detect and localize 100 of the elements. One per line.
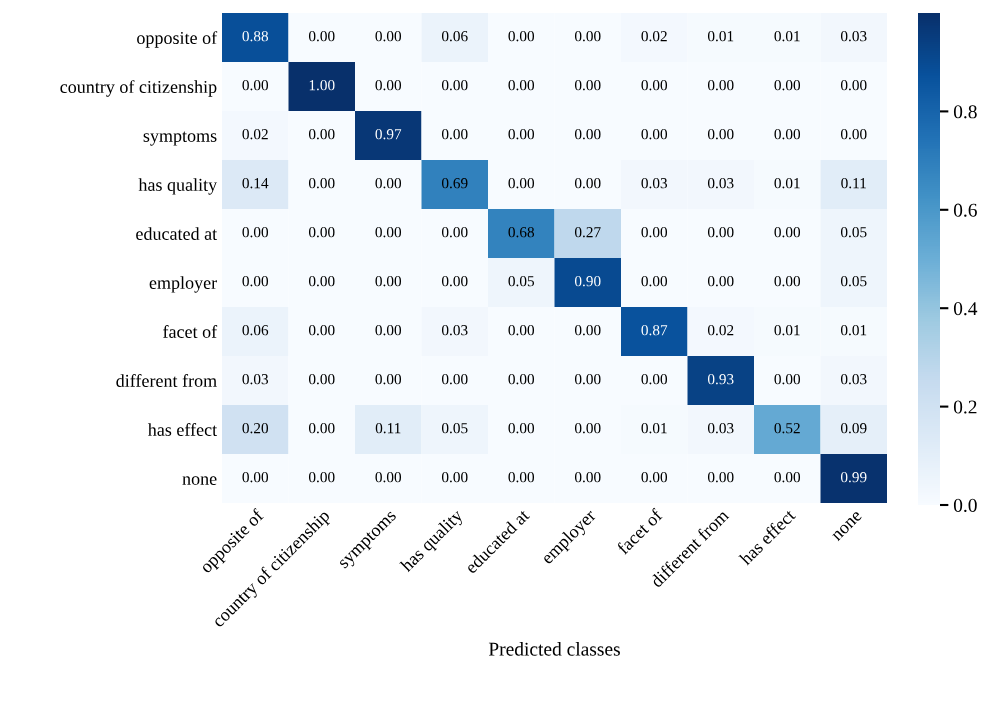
data-label: 0.05 (840, 227, 867, 238)
data-label: 0.00 (508, 472, 535, 483)
data-label: 0.00 (375, 31, 402, 42)
data-label: 0.68 (508, 227, 535, 238)
data-label: 0.00 (574, 129, 601, 140)
data-label: 0.00 (574, 31, 601, 42)
data-label: 0.69 (441, 178, 468, 189)
data-label: 0.00 (375, 178, 402, 189)
color-bar-label: 0.0 (953, 498, 977, 513)
y-tick-label: employer (149, 276, 217, 293)
data-label: 0.02 (242, 129, 268, 140)
data-label: 0.03 (441, 325, 468, 336)
data-label: 0.00 (574, 80, 601, 91)
y-tick-label: has effect (147, 423, 218, 436)
data-label: 0.00 (574, 325, 601, 336)
data-label: 0.90 (574, 276, 601, 287)
data-label: 0.01 (774, 325, 800, 336)
data-label: 0.00 (774, 80, 801, 91)
data-label: 0.00 (641, 227, 668, 238)
data-label: 0.00 (641, 129, 668, 140)
data-label: 0.00 (508, 374, 535, 385)
data-label: 0.00 (508, 325, 535, 336)
data-label: 0.00 (441, 472, 468, 483)
data-label: 0.00 (308, 129, 335, 140)
data-label: 0.03 (840, 374, 867, 385)
y-tick-label: different from (116, 374, 217, 387)
data-label: 0.00 (641, 472, 668, 483)
data-label: 0.00 (508, 80, 535, 91)
data-label: 0.97 (375, 129, 402, 140)
data-label: 0.06 (242, 325, 269, 336)
data-label: 0.02 (641, 31, 667, 42)
data-label: 0.02 (707, 325, 734, 336)
data-label: 0.00 (242, 80, 269, 91)
data-label: 0.00 (242, 276, 269, 287)
data-label: 0.00 (707, 227, 734, 238)
data-label: 0.00 (840, 80, 867, 91)
data-label: 0.01 (641, 423, 667, 434)
data-label: 0.11 (375, 423, 401, 434)
color-bar-label: 0.4 (953, 302, 978, 316)
data-label: 0.00 (707, 129, 734, 140)
data-label: 0.05 (840, 276, 867, 287)
data-label: 0.00 (441, 276, 468, 287)
data-label: 0.00 (707, 276, 734, 287)
data-label: 1.00 (309, 80, 335, 91)
data-label: 0.00 (774, 276, 801, 287)
data-label: 0.00 (574, 472, 601, 483)
data-label: 0.03 (707, 178, 734, 189)
y-tick-label: symptoms (143, 131, 217, 146)
data-label: 0.00 (641, 276, 668, 287)
data-label: 0.00 (441, 80, 468, 91)
data-label: 0.20 (242, 423, 269, 434)
data-label: 0.14 (242, 178, 269, 189)
data-label: 0.00 (641, 374, 668, 385)
data-label: 0.88 (242, 31, 269, 42)
data-label: 0.00 (308, 276, 335, 287)
y-tick-label: opposite of (137, 31, 218, 48)
data-label: 0.00 (375, 276, 402, 287)
y-tick-label: country of citizenship (60, 80, 217, 97)
data-label: 0.00 (375, 325, 402, 336)
y-tick-label: none (182, 476, 217, 485)
data-label: 0.00 (441, 374, 468, 385)
x-tick-label: facet of (615, 507, 664, 556)
data-label: 0.27 (574, 227, 601, 238)
data-label: 0.00 (574, 374, 601, 385)
data-label: 0.00 (574, 178, 601, 189)
data-label: 0.00 (375, 227, 402, 238)
data-label: 0.05 (508, 276, 535, 287)
data-label: 0.99 (840, 472, 867, 483)
color-bar-label: 0.6 (953, 203, 977, 217)
data-label: 0.00 (508, 423, 535, 434)
data-label: 0.00 (375, 80, 402, 91)
data-label: 0.00 (707, 80, 734, 91)
data-label: 0.00 (774, 129, 801, 140)
data-label: 0.06 (441, 31, 468, 42)
data-label: 0.05 (441, 423, 468, 434)
color-bar-label: 0.2 (953, 400, 977, 414)
data-label: 0.01 (774, 178, 800, 189)
data-label: 0.03 (840, 31, 867, 42)
data-label: 0.00 (774, 227, 801, 238)
data-label: 0.87 (641, 325, 668, 336)
data-label: 0.00 (774, 472, 801, 483)
data-label: 0.52 (774, 423, 800, 434)
data-label: 0.00 (242, 227, 269, 238)
data-label: 0.00 (707, 472, 734, 483)
data-label: 0.00 (774, 374, 801, 385)
data-label: 0.11 (841, 178, 866, 189)
data-label: 0.93 (707, 374, 734, 385)
data-label: 0.00 (441, 227, 468, 238)
color-bar-label: 0.8 (953, 105, 977, 119)
data-label: 0.01 (774, 31, 800, 42)
data-label: 0.00 (508, 129, 535, 140)
y-tick-label: facet of (163, 325, 218, 338)
data-label: 0.03 (641, 178, 668, 189)
data-label: 0.00 (574, 423, 601, 434)
data-label: 0.03 (707, 423, 734, 434)
data-label: 0.00 (441, 129, 468, 140)
data-label: 0.00 (508, 31, 535, 42)
data-label: 0.00 (641, 80, 668, 91)
data-label: 0.01 (840, 325, 867, 336)
y-tick-label: has quality (138, 178, 218, 195)
